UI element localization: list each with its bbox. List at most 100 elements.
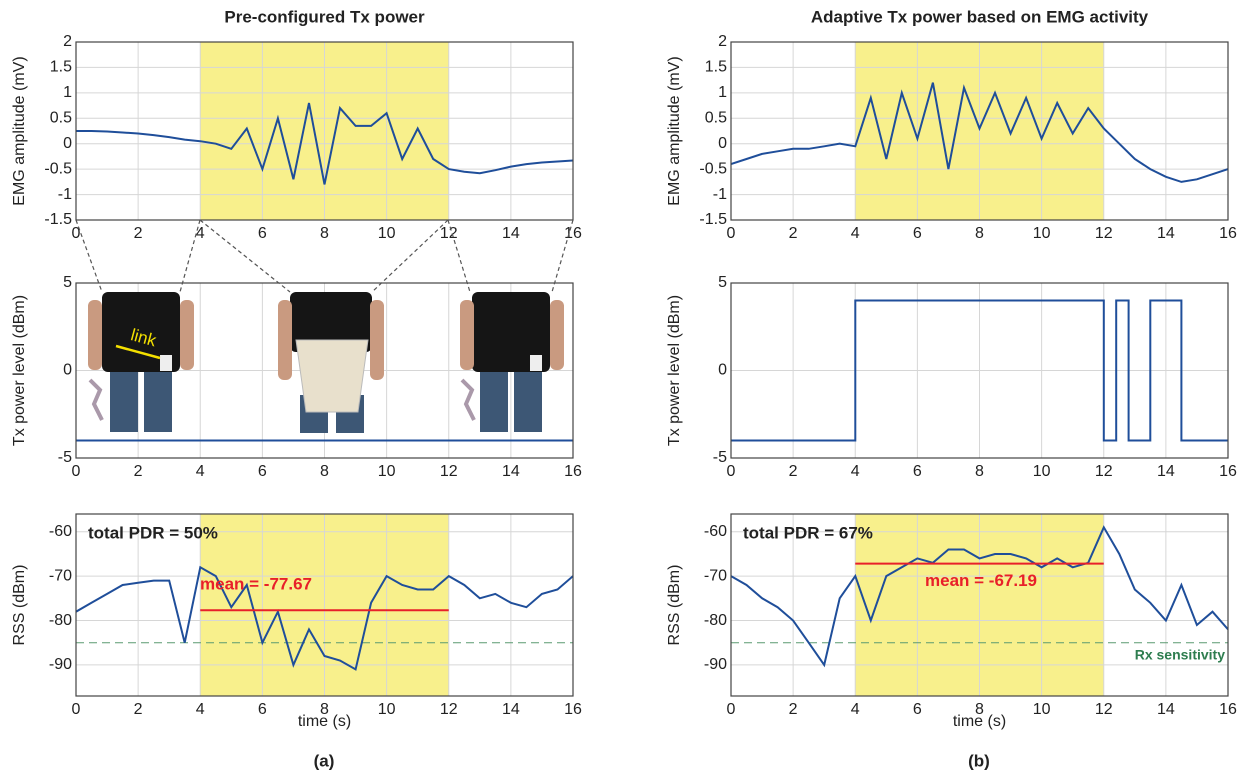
x-tick-label: 2: [134, 463, 143, 480]
x-tick-label: 10: [378, 701, 396, 718]
series-line: [731, 82, 1228, 183]
rx-sensitivity-label: Rx sensitivity: [1135, 646, 1225, 662]
y-tick-label: 5: [63, 274, 72, 291]
x-axis-label: time (s): [298, 713, 351, 730]
x-tick-label: 8: [975, 701, 984, 718]
y-tick-label: -60: [49, 523, 72, 540]
y-tick-label: -60: [704, 523, 727, 540]
x-tick-label: 2: [789, 225, 798, 242]
x-tick-label: 8: [975, 225, 984, 242]
y-tick-label: 0.5: [50, 110, 72, 127]
x-tick-label: 12: [440, 701, 458, 718]
x-tick-label: 0: [72, 463, 81, 480]
plot-frame: [75, 513, 574, 697]
x-tick-label: 6: [258, 701, 267, 718]
y-tick-label: 1: [63, 84, 72, 101]
x-tick-label: 10: [378, 463, 396, 480]
y-tick-label: 0.5: [705, 110, 727, 127]
plot-frame: [730, 41, 1229, 221]
x-tick-label: 8: [320, 701, 329, 718]
y-tick-label: -0.5: [44, 160, 72, 177]
x-tick-label: 12: [440, 225, 458, 242]
y-tick-label: 1.5: [50, 59, 72, 76]
x-tick-label: 14: [1157, 225, 1175, 242]
mean-label: mean = -67.19: [925, 571, 1037, 590]
x-tick-label: 16: [1219, 225, 1237, 242]
pdr-label: total PDR = 50%: [88, 523, 218, 542]
y-tick-label: 2: [718, 33, 727, 50]
y-tick-label: -1.5: [699, 211, 727, 228]
plot-frame: [75, 282, 574, 459]
y-tick-label: -70: [704, 567, 727, 584]
series-line: [76, 565, 573, 671]
photos: link: [75, 219, 574, 433]
y-tick-label: -5: [58, 449, 72, 466]
x-tick-label: 6: [258, 225, 267, 242]
panel-label: (b): [968, 751, 990, 770]
x-tick-label: 4: [851, 225, 860, 242]
x-tick-label: 14: [502, 463, 520, 480]
y-axis-label: EMG amplitude (mV): [11, 56, 28, 205]
y-axis-label: Tx power level (dBm): [666, 295, 683, 446]
panel-label: (a): [314, 751, 335, 770]
x-tick-label: 4: [196, 463, 205, 480]
y-tick-label: -90: [704, 656, 727, 673]
x-tick-label: 14: [1157, 701, 1175, 718]
x-tick-label: 12: [1095, 225, 1113, 242]
y-tick-label: 1.5: [705, 59, 727, 76]
y-tick-label: 2: [63, 33, 72, 50]
plot-frame: [730, 513, 1229, 697]
x-tick-label: 4: [196, 225, 205, 242]
x-tick-label: 2: [134, 225, 143, 242]
charts: 0 2 4 6 8 10 12 14 16 2 1.5 1 0.5 0 -0.5 -1 -1.5 Pre-conf…: [11, 7, 1237, 730]
x-tick-label: 8: [320, 225, 329, 242]
x-tick-label: 14: [1157, 463, 1175, 480]
y-tick-label: -80: [704, 612, 727, 629]
y-axis-label: RSS (dBm): [11, 565, 28, 646]
x-tick-label: 12: [440, 463, 458, 480]
x-tick-label: 4: [196, 701, 205, 718]
y-tick-label: -1: [58, 186, 72, 203]
x-tick-label: 16: [1219, 701, 1237, 718]
x-tick-label: 14: [502, 225, 520, 242]
x-tick-label: 12: [1095, 701, 1113, 718]
x-tick-label: 0: [727, 463, 736, 480]
x-tick-label: 16: [564, 701, 582, 718]
x-tick-label: 6: [913, 701, 922, 718]
chart-title: Pre-configured Tx power: [224, 7, 425, 26]
person-3: [460, 292, 564, 432]
y-tick-label: -5: [713, 449, 727, 466]
y-tick-label: -90: [49, 656, 72, 673]
x-tick-label: 6: [258, 463, 267, 480]
x-tick-label: 8: [975, 463, 984, 480]
plot-frame: [75, 41, 574, 221]
x-tick-label: 16: [1219, 463, 1237, 480]
y-tick-label: 0: [63, 362, 72, 379]
series-line: [731, 525, 1228, 668]
y-tick-label: 0: [718, 135, 727, 152]
mean-label: mean = -77.67: [200, 575, 312, 594]
x-tick-label: 0: [72, 225, 81, 242]
y-tick-label: 0: [718, 362, 727, 379]
y-tick-label: -70: [49, 567, 72, 584]
x-tick-label: 10: [378, 225, 396, 242]
y-tick-label: -80: [49, 612, 72, 629]
x-tick-label: 10: [1033, 225, 1051, 242]
series-line: [731, 299, 1228, 442]
x-tick-label: 2: [134, 701, 143, 718]
pdr-label: total PDR = 67%: [743, 523, 873, 542]
x-tick-label: 0: [727, 701, 736, 718]
person-2: [278, 292, 384, 433]
x-tick-label: 16: [564, 463, 582, 480]
y-tick-label: 0: [63, 135, 72, 152]
x-tick-label: 16: [564, 225, 582, 242]
x-tick-label: 8: [320, 463, 329, 480]
x-tick-label: 10: [1033, 463, 1051, 480]
y-tick-label: 5: [718, 274, 727, 291]
x-tick-label: 4: [851, 701, 860, 718]
x-tick-label: 10: [1033, 701, 1051, 718]
y-tick-label: -1: [713, 186, 727, 203]
x-axis-label: time (s): [953, 713, 1006, 730]
zoom-lines: [75, 219, 574, 293]
